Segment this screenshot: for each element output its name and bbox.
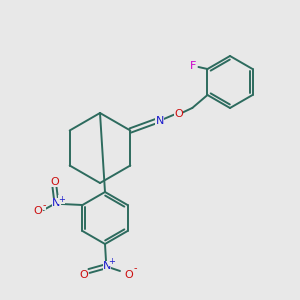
Text: O: O: [124, 270, 134, 280]
Text: O: O: [174, 109, 183, 119]
Text: O: O: [33, 206, 42, 216]
Text: -: -: [43, 200, 46, 210]
Text: O: O: [50, 177, 59, 187]
Text: F: F: [190, 61, 197, 71]
Text: O: O: [80, 270, 88, 280]
Text: N: N: [52, 198, 61, 208]
Text: -: -: [133, 263, 137, 273]
Text: +: +: [58, 194, 65, 203]
Text: N: N: [155, 116, 164, 126]
Text: +: +: [109, 256, 116, 266]
Text: N: N: [103, 261, 111, 271]
